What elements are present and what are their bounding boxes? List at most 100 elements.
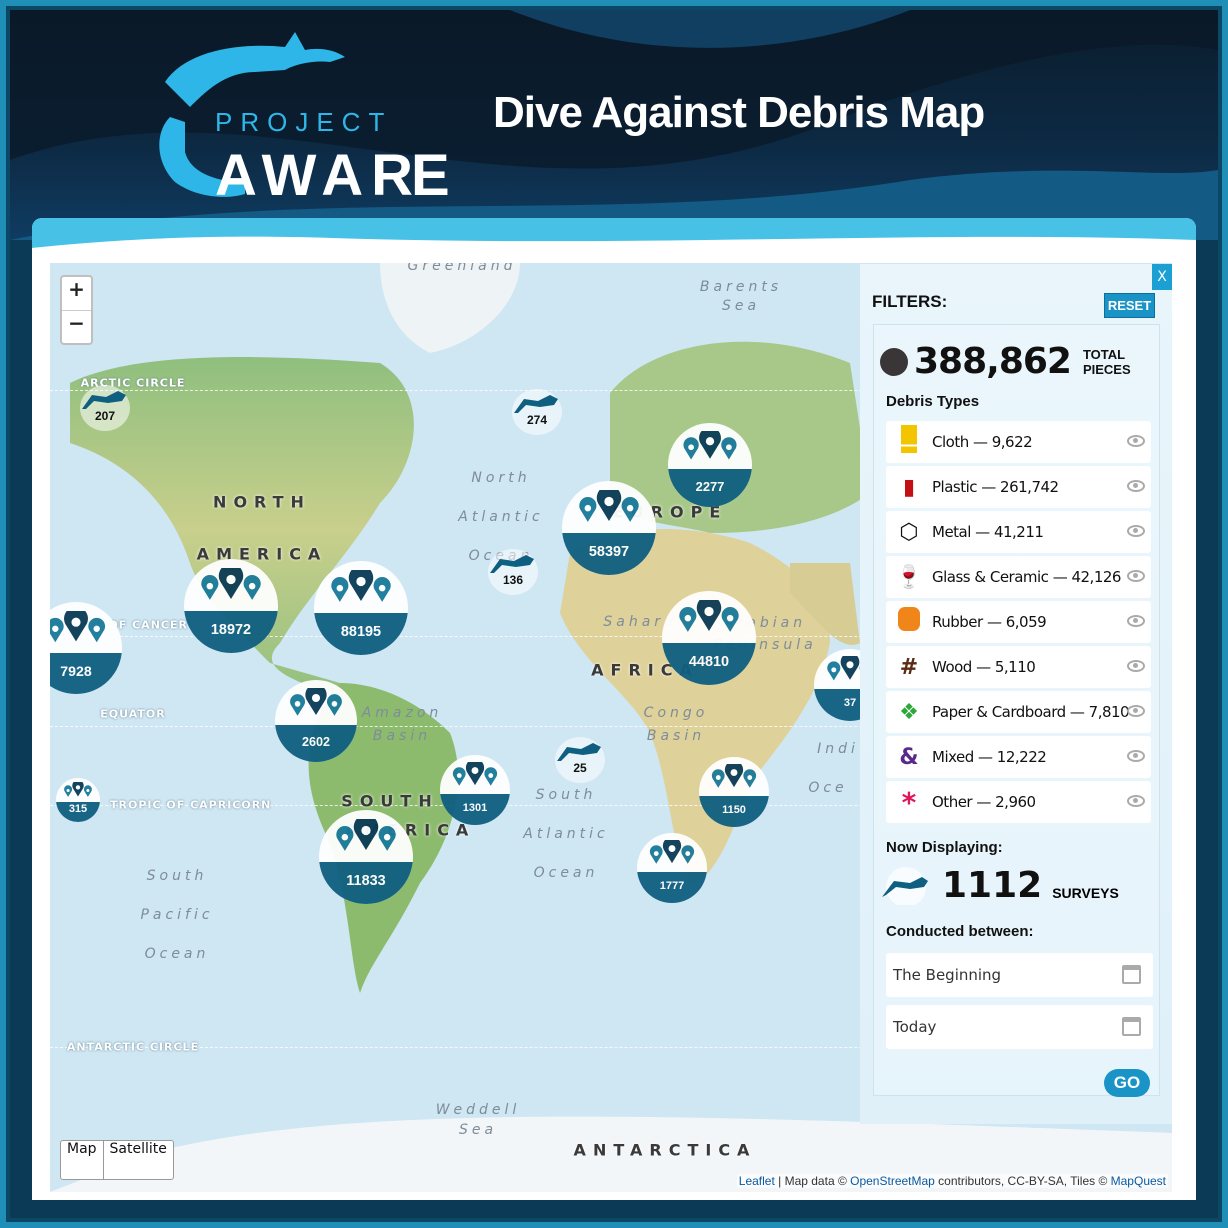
survey-cluster-marker[interactable]: 315	[56, 778, 100, 822]
start-date-field[interactable]: The Beginning	[886, 953, 1153, 997]
debris-type-item[interactable]: # Wood — 5,110	[886, 646, 1151, 688]
attribution-text-2: contributors, CC-BY-SA, Tiles ©	[934, 1174, 1111, 1188]
map-label: Oce	[808, 780, 848, 796]
leaflet-link[interactable]: Leaflet	[738, 1174, 775, 1188]
single-survey-marker[interactable]: 207	[80, 385, 130, 431]
map-label: Barents	[699, 279, 783, 295]
arctic-circle-line	[50, 390, 1172, 391]
survey-cluster-marker[interactable]: 44810	[662, 591, 756, 685]
continent-label: AMERICA	[196, 544, 328, 564]
survey-marker-count: 25	[573, 761, 587, 775]
single-survey-marker[interactable]: 136	[488, 549, 538, 595]
eye-icon[interactable]	[1127, 660, 1145, 672]
debris-type-list: Cloth — 9,622 ▮ Plastic — 261,742 ⬡ Metal — …	[886, 421, 1151, 826]
calendar-icon[interactable]	[1122, 965, 1141, 984]
map-label: South	[146, 868, 208, 884]
asterisk-icon: *	[901, 785, 917, 819]
cluster-count: 11833	[346, 872, 386, 889]
total-count: 388,862	[914, 341, 1072, 382]
survey-cluster-marker[interactable]: 2602	[275, 680, 357, 762]
eye-icon[interactable]	[1127, 615, 1145, 627]
map-pins-icon	[331, 570, 391, 603]
diver-icon	[557, 743, 601, 761]
survey-cluster-marker[interactable]: 2277	[668, 423, 752, 507]
osm-link[interactable]: OpenStreetMap	[850, 1174, 935, 1188]
wave-icon	[637, 866, 707, 903]
debris-type-label: Rubber — 6,059	[932, 613, 1047, 631]
single-survey-marker[interactable]: 25	[555, 737, 605, 783]
end-date-field[interactable]: Today	[886, 1005, 1153, 1049]
debris-type-label: Paper & Cardboard — 7,810	[932, 703, 1130, 721]
close-panel-button[interactable]: X	[1152, 264, 1172, 290]
eye-icon[interactable]	[1127, 480, 1145, 492]
calendar-icon[interactable]	[1122, 1017, 1141, 1036]
satellite-layer-button[interactable]: Satellite	[102, 1141, 173, 1179]
map-label: Basin	[646, 728, 706, 744]
eye-icon[interactable]	[1127, 795, 1145, 807]
survey-cluster-marker[interactable]: 58397	[562, 481, 656, 575]
map-tiles	[50, 263, 1172, 1192]
reset-button[interactable]: RESET	[1104, 293, 1155, 318]
mapquest-link[interactable]: MapQuest	[1110, 1174, 1166, 1188]
project-aware-logo[interactable]: PROJECT AWARE	[145, 22, 450, 212]
map-pins-icon	[50, 611, 106, 643]
debris-type-item[interactable]: ❖ Paper & Cardboard — 7,810	[886, 691, 1151, 733]
map-label: Ocean	[144, 946, 210, 962]
tropic-capricorn-line	[50, 805, 1172, 806]
equator-line	[50, 726, 1172, 727]
header: PROJECT AWARE Dive Against Debris Map	[10, 10, 1218, 240]
eye-icon[interactable]	[1127, 705, 1145, 717]
diver-icon	[490, 555, 534, 573]
survey-cluster-marker[interactable]: 11833	[319, 810, 413, 904]
cluster-count: 37	[843, 697, 857, 710]
map-label: Amazon	[361, 705, 443, 721]
single-survey-marker[interactable]: 274	[512, 389, 562, 435]
bottle-icon: ▮	[902, 474, 916, 500]
survey-cluster-marker[interactable]: 18972	[184, 559, 278, 653]
total-label-2: PIECES	[1082, 361, 1131, 377]
wave-icon	[56, 797, 100, 822]
debris-type-item[interactable]: ▮ Plastic — 261,742	[886, 466, 1151, 508]
debris-types-heading: Debris Types	[886, 393, 980, 410]
debris-type-label: Cloth — 9,622	[932, 433, 1033, 451]
survey-number: 1112	[942, 865, 1043, 906]
eye-icon[interactable]	[1127, 750, 1145, 762]
map-label: Congo	[643, 705, 709, 721]
map-layer-button[interactable]: Map	[67, 1141, 97, 1157]
eye-icon[interactable]	[1127, 570, 1145, 582]
survey-cluster-marker[interactable]: 88195	[314, 561, 408, 655]
wave-icon	[662, 637, 756, 685]
go-button[interactable]: GO	[1104, 1069, 1150, 1097]
survey-marker-count: 136	[502, 573, 524, 587]
survey-cluster-marker[interactable]: 1150	[699, 757, 769, 827]
debris-type-item[interactable]: ⬡ Metal — 41,211	[886, 511, 1151, 553]
zoom-control: + −	[60, 275, 93, 345]
zoom-out-button[interactable]: −	[62, 310, 91, 343]
debris-type-item[interactable]: & Mixed — 12,222	[886, 736, 1151, 778]
total-label: TOTAL PIECES	[1083, 347, 1131, 377]
eye-icon[interactable]	[1127, 435, 1145, 447]
filters-title: FILTERS:	[872, 292, 948, 311]
debris-type-item[interactable]: Rubber — 6,059	[886, 601, 1151, 643]
map-label: Sea	[721, 298, 761, 314]
map-label: Pacific	[140, 907, 214, 923]
cloth-icon	[886, 425, 932, 459]
map-label: Basin	[372, 728, 432, 744]
debris-type-label: Glass & Ceramic — 42,126	[932, 568, 1121, 586]
survey-cluster-marker[interactable]: 7928	[50, 602, 122, 694]
debris-type-item[interactable]: Cloth — 9,622	[886, 421, 1151, 463]
map-label: Weddell	[435, 1102, 521, 1118]
map-pins-icon	[201, 568, 261, 601]
debris-type-item[interactable]: * Other — 2,960	[886, 781, 1151, 823]
cluster-count: 88195	[340, 623, 382, 640]
antarctic-circle-line	[50, 1047, 1172, 1048]
survey-marker-count: 274	[526, 413, 548, 427]
zoom-in-button[interactable]: +	[68, 277, 85, 301]
debris-type-item[interactable]: 🍷 Glass & Ceramic — 42,126	[886, 556, 1151, 598]
survey-cluster-marker[interactable]: 1777	[637, 833, 707, 903]
cluster-count: 58397	[588, 543, 630, 560]
eye-icon[interactable]	[1127, 525, 1145, 537]
map-label: Greenland	[407, 263, 517, 274]
survey-cluster-marker[interactable]: 1301	[440, 755, 510, 825]
wave-icon	[668, 464, 752, 507]
